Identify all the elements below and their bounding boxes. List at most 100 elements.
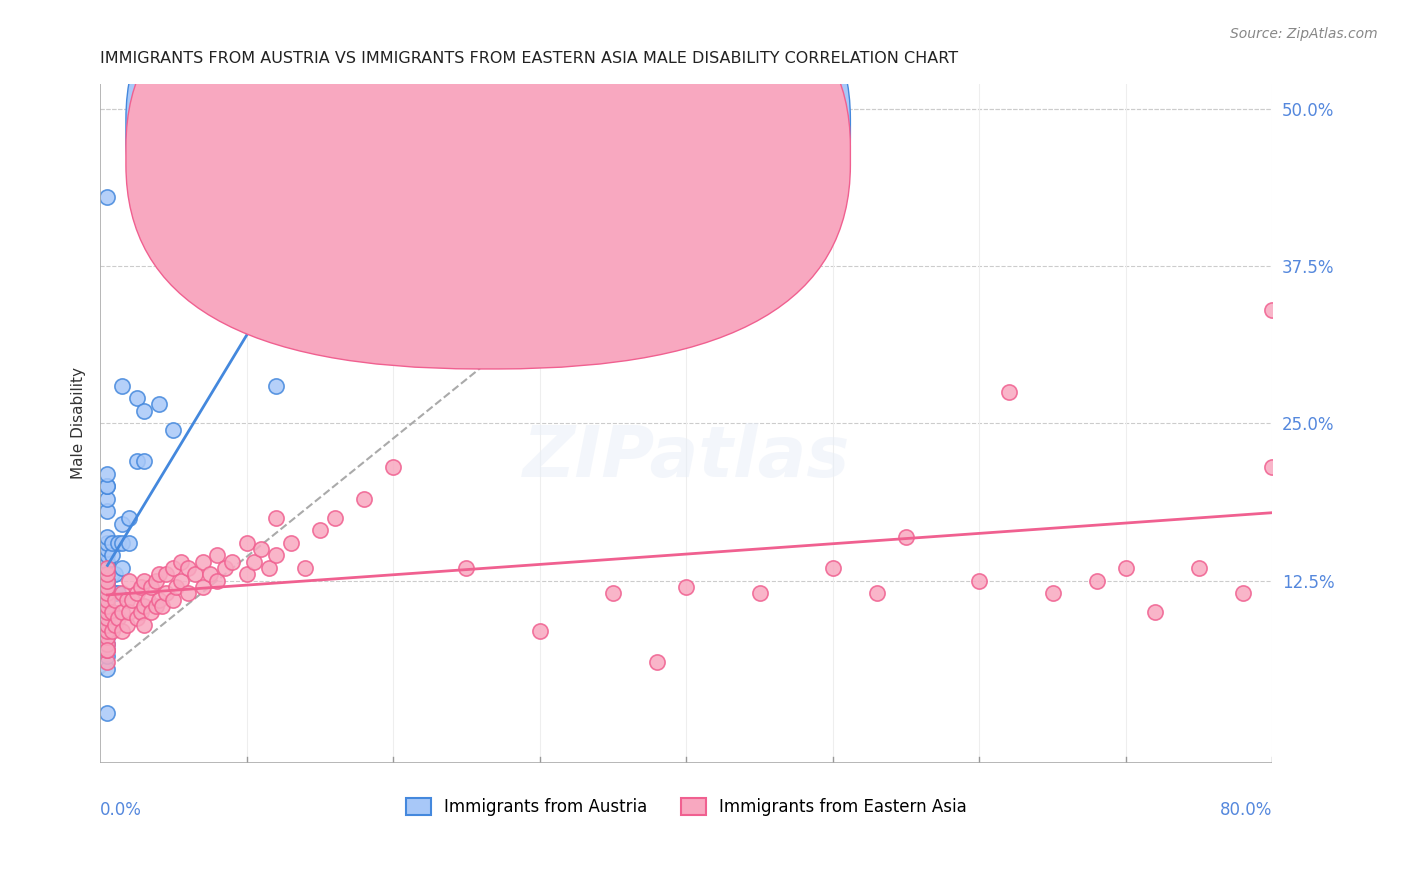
Point — [104, 567, 127, 582]
Point — [96, 649, 118, 664]
Point — [162, 423, 184, 437]
Point — [115, 592, 138, 607]
Point — [748, 586, 770, 600]
Point — [118, 574, 141, 588]
Point — [101, 605, 124, 619]
Point — [141, 605, 163, 619]
Point — [96, 617, 118, 632]
Point — [148, 567, 170, 582]
FancyBboxPatch shape — [127, 0, 851, 342]
Point — [96, 586, 118, 600]
Point — [177, 561, 200, 575]
Point — [96, 479, 118, 493]
Point — [162, 592, 184, 607]
Point — [118, 605, 141, 619]
Point — [145, 599, 167, 613]
Point — [96, 567, 118, 582]
Point — [132, 454, 155, 468]
Point — [1232, 586, 1254, 600]
Point — [118, 536, 141, 550]
Point — [101, 536, 124, 550]
Point — [1042, 586, 1064, 600]
Point — [148, 592, 170, 607]
Point — [96, 542, 118, 557]
Point — [101, 586, 124, 600]
Point — [280, 536, 302, 550]
Point — [96, 617, 118, 632]
Point — [214, 561, 236, 575]
Point — [129, 605, 152, 619]
Point — [382, 460, 405, 475]
Point — [170, 574, 193, 588]
Point — [456, 561, 478, 575]
Point — [101, 549, 124, 563]
Point — [107, 611, 129, 625]
Point — [207, 574, 229, 588]
Point — [221, 555, 243, 569]
Point — [529, 624, 551, 638]
Point — [96, 561, 118, 575]
Point — [645, 656, 668, 670]
Point — [138, 592, 160, 607]
Point — [96, 592, 118, 607]
Point — [104, 586, 127, 600]
Point — [101, 567, 124, 582]
Point — [243, 555, 266, 569]
Point — [96, 467, 118, 481]
Point — [96, 605, 118, 619]
Point — [294, 561, 316, 575]
Point — [104, 592, 127, 607]
Point — [1115, 561, 1137, 575]
Point — [675, 580, 697, 594]
Point — [96, 586, 118, 600]
Point — [198, 567, 221, 582]
Point — [96, 504, 118, 518]
Point — [96, 662, 118, 676]
Point — [96, 574, 118, 588]
Legend: Immigrants from Austria, Immigrants from Eastern Asia: Immigrants from Austria, Immigrants from… — [399, 791, 973, 822]
Point — [150, 599, 173, 613]
Point — [191, 580, 214, 594]
Point — [96, 574, 118, 588]
Point — [132, 574, 155, 588]
Point — [111, 624, 134, 638]
Point — [96, 580, 118, 594]
Point — [125, 391, 148, 405]
Point — [96, 580, 118, 594]
Point — [111, 516, 134, 531]
Point — [323, 510, 346, 524]
Point — [125, 454, 148, 468]
Point — [96, 643, 118, 657]
Point — [96, 580, 118, 594]
Point — [125, 611, 148, 625]
Point — [165, 580, 187, 594]
Point — [184, 567, 207, 582]
Point — [177, 586, 200, 600]
Point — [155, 586, 177, 600]
Point — [1085, 574, 1108, 588]
Point — [96, 586, 118, 600]
Point — [96, 643, 118, 657]
Point — [96, 491, 118, 506]
Point — [170, 555, 193, 569]
Point — [866, 586, 889, 600]
Point — [264, 378, 287, 392]
Point — [145, 574, 167, 588]
Point — [96, 599, 118, 613]
Point — [96, 630, 118, 644]
Point — [309, 524, 332, 538]
Point — [207, 549, 229, 563]
Point — [1144, 605, 1167, 619]
Point — [969, 574, 991, 588]
Point — [107, 536, 129, 550]
Point — [499, 303, 522, 318]
Point — [96, 567, 118, 582]
Point — [96, 624, 118, 638]
Point — [132, 617, 155, 632]
Point — [264, 549, 287, 563]
Point — [125, 586, 148, 600]
Point — [96, 605, 118, 619]
Point — [96, 656, 118, 670]
Text: 80.0%: 80.0% — [1220, 801, 1272, 819]
Point — [155, 567, 177, 582]
